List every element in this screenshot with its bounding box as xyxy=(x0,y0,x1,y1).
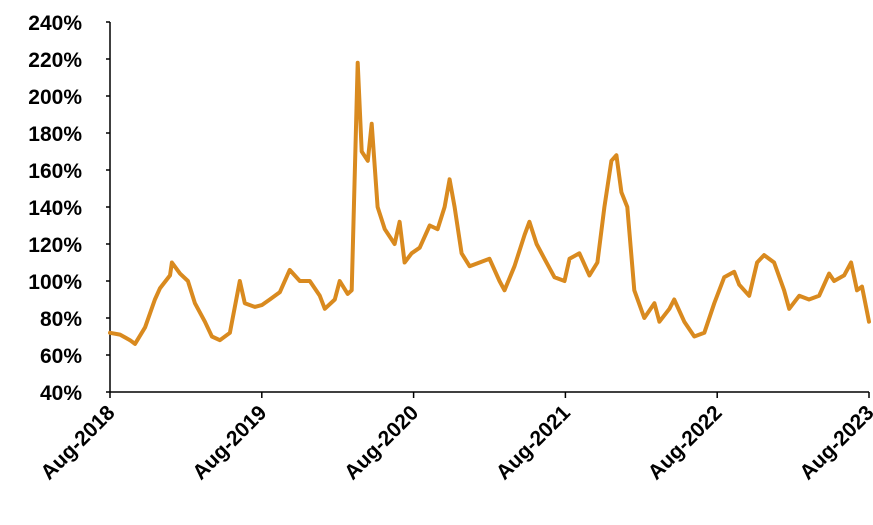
y-tick-label: 140% xyxy=(28,197,82,220)
y-tick-label: 60% xyxy=(40,345,82,368)
y-tick-label: 240% xyxy=(28,12,82,35)
y-tick-label: 120% xyxy=(28,234,82,257)
y-tick-label: 40% xyxy=(40,382,82,405)
y-tick-label: 220% xyxy=(28,49,82,72)
x-tick-label: Aug-2018 xyxy=(36,401,119,484)
y-tick-label: 180% xyxy=(28,123,82,146)
y-tick-label: 100% xyxy=(28,271,82,294)
y-tick-label: 160% xyxy=(28,160,82,183)
x-tick-label: Aug-2022 xyxy=(644,401,727,484)
x-tick-label: Aug-2019 xyxy=(188,401,271,484)
x-tick-label: Aug-2020 xyxy=(340,401,423,484)
x-tick-label: Aug-2023 xyxy=(795,401,873,484)
x-tick-label: Aug-2021 xyxy=(492,401,575,484)
y-tick-label: 80% xyxy=(40,308,82,331)
data-line xyxy=(108,60,871,346)
y-tick-label: 200% xyxy=(28,86,82,109)
